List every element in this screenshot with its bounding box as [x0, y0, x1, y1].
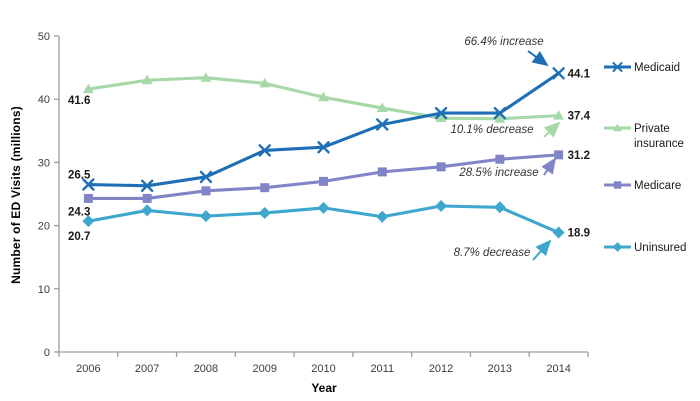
- x-tick-label: 2007: [135, 363, 159, 375]
- data-point-marker: [435, 112, 447, 123]
- y-tick-label: 30: [38, 157, 50, 169]
- data-point-marker: [554, 150, 564, 160]
- x-tick-label: 2006: [76, 363, 100, 375]
- data-point-marker: [141, 204, 154, 217]
- legend-label: Medicaid: [634, 62, 680, 74]
- data-point-marker: [434, 106, 448, 120]
- data-point-marker: [259, 77, 271, 88]
- series-end-value: 31.2: [568, 150, 590, 162]
- data-point-marker: [258, 144, 271, 157]
- data-point-marker: [317, 141, 330, 154]
- series-end-value: 18.9: [568, 228, 590, 240]
- x-tick-label: 2014: [546, 363, 570, 375]
- y-tick-label: 50: [38, 31, 50, 43]
- data-point-marker: [612, 123, 623, 132]
- x-tick-label: 2011: [370, 363, 394, 375]
- data-point-marker: [613, 181, 622, 189]
- data-point-marker: [552, 67, 565, 80]
- data-point-marker: [495, 154, 505, 164]
- series-start-value: 41.6: [68, 95, 90, 107]
- series-start-value: 20.7: [68, 231, 90, 243]
- data-point-marker: [200, 72, 212, 82]
- data-point-marker: [199, 170, 213, 184]
- annotation-text: 66.4% increase: [464, 36, 543, 48]
- data-point-marker: [140, 179, 154, 192]
- y-tick-label: 10: [38, 284, 50, 296]
- series-start-value: 24.3: [68, 206, 90, 218]
- data-point-marker: [319, 176, 328, 186]
- y-tick-label: 0: [44, 347, 50, 359]
- legend-label: insurance: [634, 138, 684, 150]
- legend-label: Private: [634, 123, 670, 135]
- annotation-arrow: [532, 239, 552, 261]
- data-point-marker: [494, 113, 506, 123]
- annotation-arrow: [527, 50, 549, 67]
- data-point-marker: [376, 118, 389, 131]
- x-tick-label: 2008: [194, 363, 218, 375]
- x-tick-label: 2013: [488, 363, 512, 375]
- data-point-marker: [436, 162, 446, 172]
- x-tick-label: 2012: [429, 363, 453, 375]
- series-end-value: 37.4: [568, 111, 591, 123]
- data-point-marker: [376, 102, 388, 113]
- data-point-marker: [82, 178, 95, 191]
- data-point-marker: [493, 201, 506, 214]
- data-point-marker: [376, 210, 389, 223]
- y-tick-label: 20: [38, 221, 50, 233]
- data-point-marker: [141, 74, 153, 85]
- data-point-marker: [199, 210, 212, 223]
- data-point-marker: [612, 242, 623, 252]
- data-point-marker: [260, 183, 270, 193]
- x-tick-label: 2009: [252, 363, 276, 375]
- data-point-marker: [201, 186, 211, 196]
- data-point-marker: [493, 106, 507, 120]
- x-tick-label: 2010: [311, 363, 335, 375]
- annotation-arrow: [543, 121, 561, 138]
- annotation-text: 28.5% increase: [458, 167, 538, 179]
- data-point-marker: [83, 193, 93, 203]
- series-end-value: 44.1: [568, 68, 591, 80]
- data-point-marker: [435, 200, 448, 213]
- y-axis-title: Number of ED Visits (millions): [9, 106, 23, 284]
- legend-label: Uninsured: [634, 242, 686, 254]
- data-point-marker: [612, 61, 623, 73]
- data-point-marker: [553, 110, 565, 120]
- data-point-marker: [552, 226, 565, 239]
- y-tick-label: 40: [38, 94, 50, 106]
- annotation-text: 8.7% decrease: [454, 247, 531, 259]
- data-point-marker: [317, 201, 330, 214]
- data-point-marker: [142, 193, 152, 203]
- legend-label: Medicare: [634, 180, 681, 192]
- data-point-marker: [258, 206, 271, 219]
- data-point-marker: [318, 91, 329, 102]
- data-point-marker: [82, 83, 94, 94]
- series-start-value: 26.5: [68, 170, 91, 182]
- data-point-marker: [82, 215, 95, 228]
- x-axis-title: Year: [311, 381, 337, 395]
- data-point-marker: [377, 167, 387, 177]
- annotation-text: 10.1% decrease: [450, 124, 533, 136]
- annotation-arrow: [541, 157, 557, 176]
